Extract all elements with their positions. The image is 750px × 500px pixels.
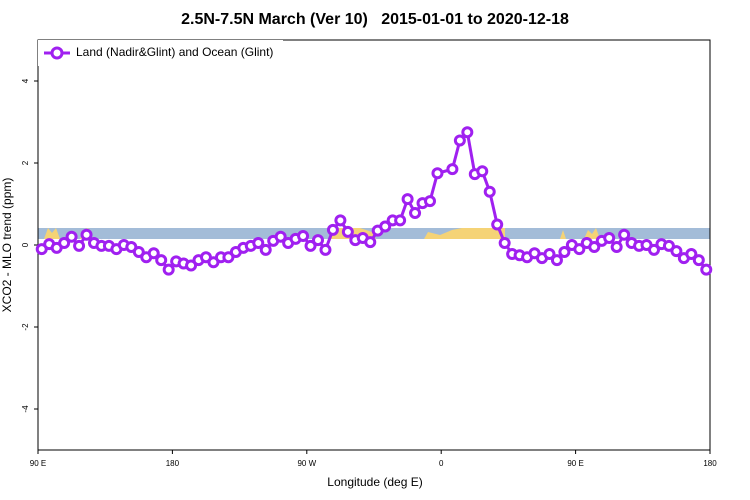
point (185, 259, 198, 272)
point (543, 248, 556, 261)
point (341, 225, 354, 238)
y-tick-label: 2 (21, 160, 30, 165)
point (162, 263, 175, 276)
point (222, 251, 235, 264)
point (498, 236, 511, 249)
point (364, 236, 377, 249)
point (662, 239, 675, 252)
legend-box (38, 40, 283, 66)
point (319, 243, 332, 256)
point (259, 243, 272, 256)
x-tick-label: 0 (439, 459, 444, 468)
legend-marker (50, 46, 64, 60)
point (692, 254, 705, 267)
point (648, 243, 660, 256)
point (491, 218, 504, 231)
point (573, 243, 586, 256)
x-tick-label: 180 (703, 459, 717, 468)
point (304, 239, 317, 252)
point (446, 163, 459, 176)
point (80, 228, 93, 241)
point (610, 241, 623, 254)
point (312, 234, 324, 247)
point (424, 195, 436, 208)
point (401, 193, 414, 206)
point (297, 229, 310, 242)
point (431, 167, 444, 180)
y-tick-label: -2 (21, 323, 30, 331)
chart-title: 2.5N-7.5N March (Ver 10) 2015-01-01 to 2… (181, 11, 569, 28)
point (476, 165, 489, 178)
y-tick-label: 0 (21, 242, 30, 247)
point (461, 126, 474, 139)
point (409, 207, 422, 220)
point (550, 254, 563, 267)
point (326, 223, 339, 236)
point (453, 134, 466, 147)
point (73, 239, 86, 252)
point (252, 236, 265, 249)
point (65, 230, 78, 243)
legend-label: Land (Nadir&Glint) and Ocean (Glint) (76, 45, 273, 59)
point (155, 254, 168, 267)
point (483, 185, 496, 198)
point (685, 248, 698, 261)
x-tick-label: 90 E (567, 459, 583, 468)
point (700, 263, 713, 276)
x-tick-label: 180 (166, 459, 180, 468)
point (274, 230, 287, 243)
x-axis-label: Longitude (deg E) (327, 475, 422, 489)
point (379, 220, 392, 233)
x-tick-label: 90 W (297, 459, 316, 468)
point (588, 241, 601, 254)
point (334, 214, 347, 227)
point (670, 245, 683, 258)
point (58, 236, 71, 249)
y-axis-label: XCO2 - MLO trend (ppm) (0, 178, 14, 313)
point (618, 228, 631, 241)
legend: Land (Nadir&Glint) and Ocean (Glint) (38, 40, 283, 66)
x-tick-label: 90 E (30, 459, 46, 468)
point (558, 245, 571, 258)
point (603, 232, 616, 245)
point (394, 214, 407, 227)
y-tick-label: -4 (21, 405, 30, 413)
y-tick-label: 4 (21, 78, 30, 83)
point (132, 245, 145, 258)
point (147, 247, 160, 260)
